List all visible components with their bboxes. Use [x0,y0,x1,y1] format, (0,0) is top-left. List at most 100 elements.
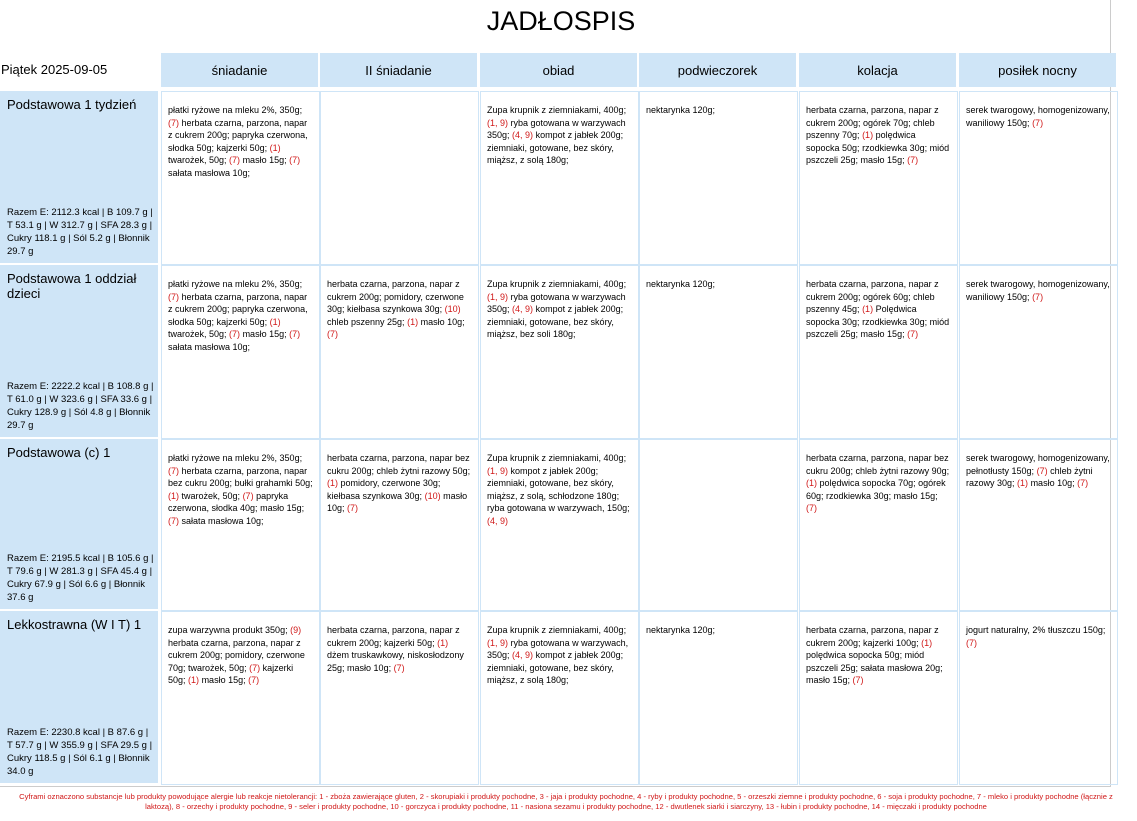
meal-item: miód pszczeli 25g; [806,650,925,673]
meal-item: kajzerki 50g; [216,316,268,327]
meal-item: papryka czerwona, słodka 40g; [168,490,289,514]
meal-item: ziemniaki, gotowane, bez skóry, miąższ, … [487,478,620,501]
meal-item: nektarynka 120g; [646,625,716,635]
meal-item: masło 15g; [242,329,287,339]
meal-item: miód pszczeli 25g; [806,316,950,340]
meal-item: płatki ryżowe na mleku 2%, 350g; [168,279,303,289]
meal-item: polędwica sopocka 70g; [819,478,916,488]
allergen-code: (7) [1036,465,1048,476]
allergen-code: (7) [242,490,254,501]
allergen-code: (7) [966,637,977,648]
allergen-code: (1) [168,490,179,501]
title: JADŁOSPIS [486,6,636,36]
meal-cell: płatki ryżowe na mleku 2%, 350g; (7) her… [161,439,320,611]
allergen-code: (1) [862,130,874,140]
allergen-code: (4, 9) [512,650,534,660]
meal-item: masło 15g; [860,329,905,339]
allergen-code: (7) [806,503,817,513]
meal-item: herbata czarna, parzona, napar z cukrem … [168,291,308,315]
meal-item: nektarynka 120g; [646,279,716,289]
meal-item: Zupa krupnik z ziemniakami, 400g; [487,453,627,463]
diet-cell: Podstawowa (c) 1 Razem E: 2195.5 kcal | B… [0,439,158,609]
meal-item: herbata czarna, parzona, napar z cukrem … [806,625,939,648]
nutrition-summary: Razem E: 2222.2 kcal | B 108.8 g | T 61.… [7,381,154,431]
diet-cell: Lekkostrawna (W I T) 1 Razem E: 2230.8 kc… [0,611,158,783]
diet-name: Podstawowa 1 tydzień [7,97,137,112]
column-header: kolacja [799,53,956,87]
meal-item: twarożek, 50g; [188,662,247,673]
meal-cell: nektarynka 120g; [639,611,798,785]
allergen-code: (1) [1017,478,1029,488]
allergen-code: (7) [907,329,919,339]
meal-item: papryka czerwona, słodka 50g; [168,304,308,327]
meal-item: pomidory, czerwone 30g; [340,478,441,488]
allergen-code: (7) [907,155,919,165]
allergen-code: (7) [248,675,260,685]
meal-item: kiełbasa szynkowa 30g; [347,304,443,314]
diet-cell: Podstawowa 1 tydzień Razem E: 2112.3 kcal… [0,91,158,263]
meal-item: ryba gotowana w warzywach, 150g; [487,503,630,513]
date: Piątek 2025-09-05 [1,62,108,77]
meal-item: serek twarogowy, homogenizowany, wanilio… [966,279,1110,302]
meal-item: twarożek, 50g; [181,490,241,501]
allergen-code: (1, 9) [487,637,509,648]
meal-cell: Zupa krupnik z ziemniakami, 400g; (1, 9)… [480,611,639,785]
meal-item: kompot z jabłek 200g; [535,650,624,660]
allergen-code: (7) [852,675,864,685]
nutrition-summary: Razem E: 2112.3 kcal | B 109.7 g | T 53.… [7,207,153,257]
meal-item: chleb pszenny 45g; [806,291,935,315]
diet-name: Lekkostrawna (W I T) 1 [7,617,142,632]
meal-cell: herbata czarna, parzona, napar z cukrem … [799,611,958,785]
meal-item: twarożek, 50g; [168,155,227,165]
meal-item: kajzerki 100g; [863,637,919,648]
allergen-code: (1) [407,316,419,327]
meal-item: chleb żytni razowy 50g; [376,465,471,476]
meal-cell: serek twarogowy, homogenizowany, wanilio… [959,265,1118,439]
allergen-code: (7) [168,291,179,302]
meal-item: dżem truskawkowy, niskosłodzony 25g; [327,650,464,673]
allergen-code: (10) [444,304,461,314]
meal-item: chleb pszenny 70g; [806,117,935,141]
meal-item: ogórek 70g; [863,117,911,128]
meal-item: ryba gotowana w warzywach, 350g; [487,637,629,661]
allergen-code: (7) [168,515,179,526]
meal-cell: Zupa krupnik z ziemniakami, 400g; (1, 9)… [480,439,639,611]
meal-item: sałata masłowa 10g; [181,515,264,526]
meal-item: kajzerki 50g; [168,662,294,686]
allergen-code: (7) [168,117,179,128]
meal-item: masło 15g; [260,503,305,513]
allergen-code: (7) [393,662,405,673]
meal-cell: herbata czarna, parzona, napar bez cukru… [799,439,958,611]
meal-cell: płatki ryżowe na mleku 2%, 350g; (7) her… [161,91,320,265]
meal-item: masło 15g; [860,155,905,165]
allergen-code: (4, 9) [487,515,509,526]
meal-cell: herbata czarna, parzona, napar z cukrem … [799,91,958,265]
meal-item: herbata czarna, parzona, napar z cukrem … [806,279,939,302]
meal-item: masło 15g; [201,675,246,685]
meal-cell: Zupa krupnik z ziemniakami, 400g; (1, 9)… [480,91,639,265]
meal-item: masło 15g; [806,675,851,685]
meal-item: sałata masłowa 10g; [168,341,251,352]
allergen-code: (10) [424,490,441,501]
meal-cell: herbata czarna, parzona, napar z cukrem … [320,265,479,439]
meal-item: ziemniaki, gotowane, bez skóry, miąższ, … [487,316,614,340]
allergen-code: (9) [290,625,302,635]
allergen-code: (1) [269,316,281,327]
meal-item: twarożek, 50g; [168,329,227,339]
column-header: II śniadanie [320,53,477,87]
nutrition-summary: Razem E: 2230.8 kcal | B 87.6 g | T 57.7… [7,727,153,777]
allergen-code: (7) [327,329,338,339]
meal-item: masło 10g; [347,662,392,673]
meal-item: ogórek 60g; [806,478,946,501]
meal-cell: serek twarogowy, homogenizowany, pełnotł… [959,439,1118,611]
meal-item: rzodkiewka 30g; [862,142,928,153]
diet-name: Podstawowa 1 oddział dzieci [7,271,137,301]
meal-item: rzodkiewka 30g; [826,490,892,501]
allergen-note: Cyframi oznaczono substancje lub produkt… [19,792,1113,811]
meal-item: pomidory, czerwone 70g; [168,650,305,673]
allergen-code: (7) [229,155,241,165]
meal-cell: herbata czarna, parzona, napar z cukrem … [320,611,479,785]
meal-item: chleb żytni razowy 30g; [966,465,1093,489]
meal-item: masło 15g; [242,155,287,165]
